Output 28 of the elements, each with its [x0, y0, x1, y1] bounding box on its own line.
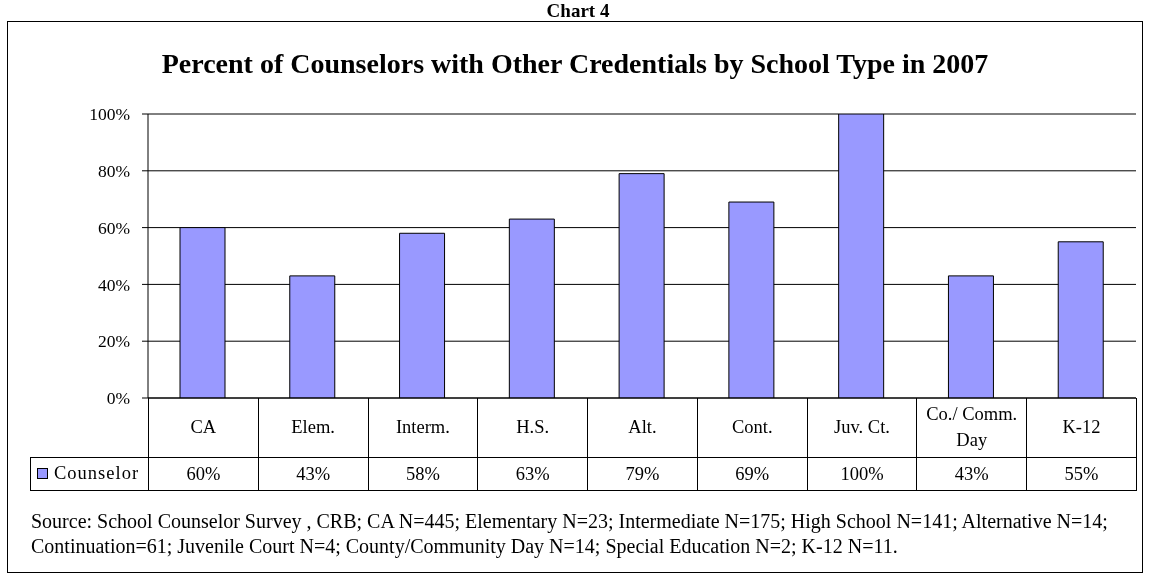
data-label: 100%: [840, 463, 884, 484]
x-tick-label: Co./ Comm. Day: [926, 404, 1018, 451]
data-label: 69%: [735, 463, 770, 484]
chart-title: Percent of Counselors with Other Credentials by School Type in 2007: [160, 48, 990, 80]
x-tick-label: K-12: [1062, 417, 1101, 438]
data-label: 79%: [625, 463, 660, 484]
x-tick-label: H.S.: [516, 417, 550, 438]
legend-label: Counselor: [54, 463, 140, 484]
y-tick-label: 40%: [97, 274, 130, 295]
data-label: 60%: [186, 463, 221, 484]
x-tick-label: Interm.: [395, 417, 450, 438]
x-tick-label: CA: [190, 417, 217, 438]
y-tick-label: 0%: [106, 388, 130, 409]
data-label: 55%: [1064, 463, 1099, 484]
data-label: 43%: [296, 463, 331, 484]
y-tick-label: 80%: [97, 161, 130, 182]
x-tick-label: Cont.: [731, 417, 773, 438]
y-tick-label: 20%: [97, 331, 130, 352]
caption: Chart 4: [545, 0, 611, 21]
y-tick-label: 60%: [97, 217, 130, 238]
source-note: Source: School Counselor Survey , CRB; CA N=445; Elementary N=23; Intermediate N=175; High School N=141; Alternative N=14; Continuation=61; Juvenile Court N=4; County/Community Day N=14; Special Education N=2; K-12 N=11.: [31, 509, 1109, 559]
x-tick-label: Alt.: [628, 417, 657, 438]
x-tick-label: Juv. Ct.: [834, 417, 890, 438]
data-label: 58%: [405, 463, 440, 484]
data-label: 43%: [954, 463, 989, 484]
y-tick-label: 100%: [89, 104, 130, 125]
x-tick-label: Elem.: [291, 417, 335, 438]
data-label: 63%: [515, 463, 550, 484]
